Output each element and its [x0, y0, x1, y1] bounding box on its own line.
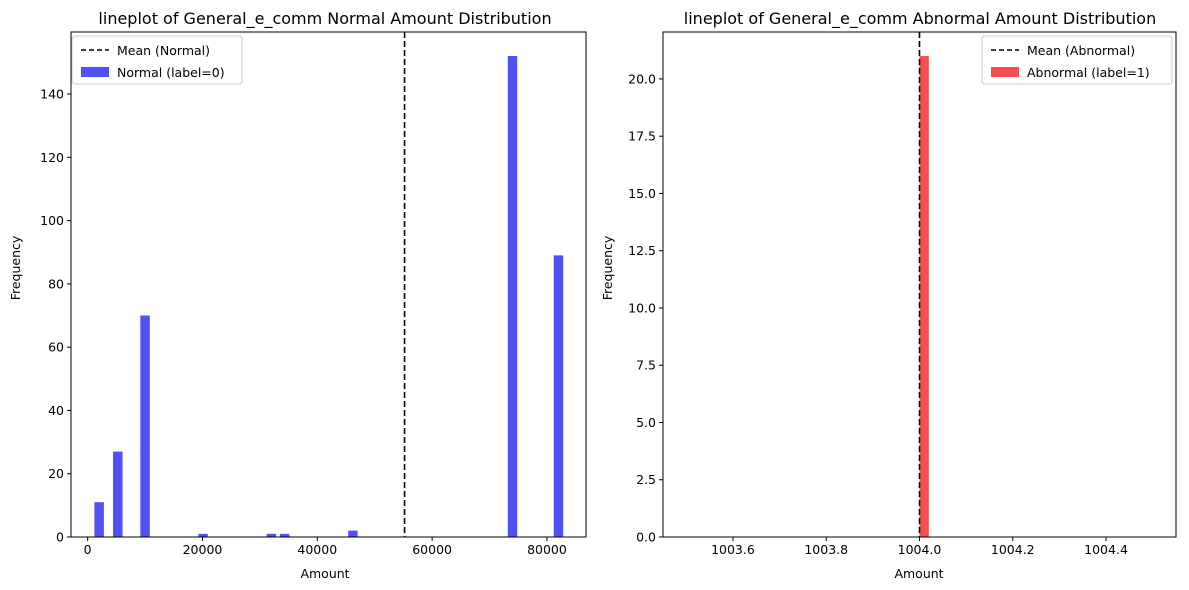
histogram-bar [279, 533, 290, 537]
x-tick-label: 80000 [527, 542, 567, 557]
histogram-bar [94, 502, 104, 537]
y-tick-label: 40 [48, 403, 64, 418]
y-tick-label: 5.0 [636, 415, 656, 430]
x-ticks: 0 20000 40000 60000 80000 [84, 537, 567, 557]
y-tick-label: 120 [40, 150, 64, 165]
y-tick-label: 100 [40, 213, 64, 228]
y-ticks: 0 20 40 60 80 100 120 140 [40, 87, 71, 545]
x-tick-label: 60000 [412, 542, 452, 557]
y-ticks: 0.0 2.5 5.0 7.5 10.0 12.5 15.0 17.5 20.0 [628, 71, 663, 545]
y-tick-label: 20 [48, 466, 64, 481]
x-axis-label: Amount [894, 566, 943, 581]
y-tick-label: 7.5 [636, 358, 656, 373]
y-tick-label: 2.5 [636, 472, 656, 487]
y-axis-label: Frequency [8, 235, 23, 300]
legend-mean-label: Mean (Abnormal) [1027, 43, 1135, 58]
bars [94, 56, 564, 538]
y-tick-label: 10.0 [628, 300, 656, 315]
legend: Mean (Abnormal) Abnormal (label=1) [981, 35, 1173, 85]
x-tick-label: 1004.2 [991, 542, 1035, 557]
y-axis-label: Frequency [600, 235, 615, 300]
chart-title: lineplot of General_e_comm Abnormal Amou… [684, 9, 1156, 29]
histogram-bar [348, 530, 358, 537]
plot-frame [70, 31, 587, 538]
legend-mean-label: Mean (Normal) [117, 43, 210, 58]
x-tick-label: 1003.6 [711, 542, 755, 557]
x-tick-label: 40000 [297, 542, 337, 557]
histogram-bar [553, 255, 564, 537]
chart-title: lineplot of General_e_comm Normal Amount… [98, 9, 551, 29]
y-tick-label: 12.5 [628, 243, 656, 258]
x-ticks: 1003.6 1003.8 1004.0 1004.2 1004.4 [711, 537, 1128, 557]
y-tick-label: 17.5 [628, 129, 656, 144]
histogram-bar [507, 56, 518, 538]
histogram-bar [198, 533, 208, 537]
y-tick-label: 0.0 [636, 530, 656, 545]
y-tick-label: 0 [56, 530, 64, 545]
x-tick-label: 1003.8 [804, 542, 848, 557]
legend-box [981, 35, 1173, 85]
legend-series-swatch [991, 67, 1019, 77]
legend-box [71, 35, 243, 85]
x-tick-label: 1004.0 [898, 542, 942, 557]
x-axis-label: Amount [300, 566, 349, 581]
y-tick-label: 15.0 [628, 186, 656, 201]
histogram-bar [919, 56, 929, 538]
y-tick-label: 140 [40, 87, 64, 102]
chart-abnormal: lineplot of General_e_comm Abnormal Amou… [600, 9, 1177, 581]
legend-series-label: Normal (label=0) [117, 65, 225, 80]
chart-normal: lineplot of General_e_comm Normal Amount… [8, 9, 587, 581]
histogram-bar [113, 451, 123, 537]
legend: Mean (Normal) Normal (label=0) [71, 35, 243, 85]
bars [919, 56, 929, 538]
y-tick-label: 20.0 [628, 71, 656, 86]
y-tick-label: 60 [48, 340, 64, 355]
legend-series-label: Abnormal (label=1) [1027, 65, 1150, 80]
x-tick-label: 1004.4 [1084, 542, 1128, 557]
x-tick-label: 20000 [183, 542, 223, 557]
legend-series-swatch [81, 67, 109, 77]
histogram-bar [266, 533, 277, 537]
histogram-bar [140, 315, 150, 537]
y-tick-label: 80 [48, 276, 64, 291]
x-tick-label: 0 [84, 542, 92, 557]
